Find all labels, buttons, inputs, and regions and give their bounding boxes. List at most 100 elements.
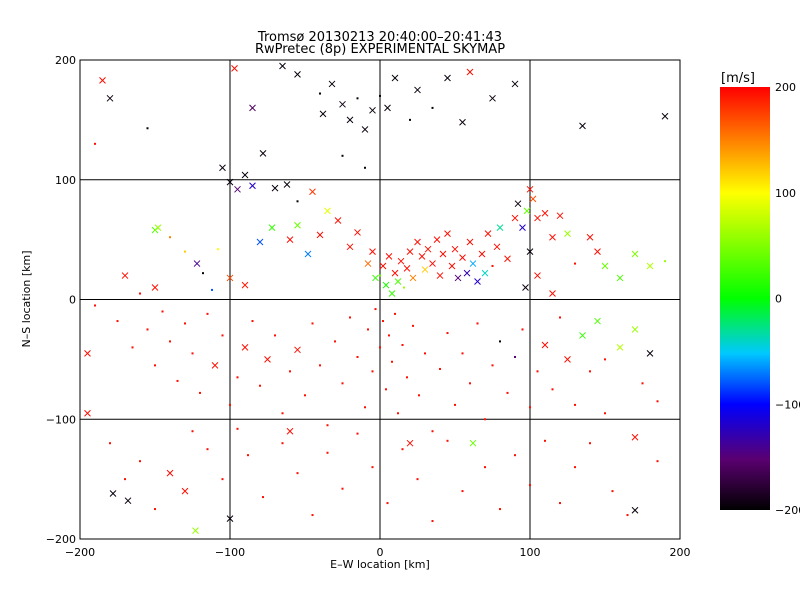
colorbar-tick-label: −100	[775, 398, 800, 411]
data-point-dot	[544, 439, 546, 442]
data-point-cross	[372, 274, 379, 282]
data-point-cross	[474, 278, 481, 285]
data-point-dot	[349, 316, 351, 319]
data-point-cross	[286, 236, 294, 243]
data-point-cross	[466, 68, 474, 76]
data-point-dot	[514, 355, 516, 358]
plot-frame	[79, 59, 681, 540]
data-point-cross	[369, 106, 376, 114]
data-point-cross	[364, 260, 372, 267]
data-point-dot	[484, 418, 486, 421]
data-point-dot	[379, 274, 381, 277]
data-point-cross	[616, 344, 624, 351]
data-point-cross	[354, 229, 361, 236]
data-point-dot	[514, 454, 516, 457]
data-point-dot	[154, 508, 156, 511]
data-point-cross	[444, 74, 451, 82]
data-point-dot	[356, 355, 359, 358]
data-point-dot	[424, 352, 426, 355]
data-point-dot	[109, 442, 111, 445]
data-point-cross	[249, 182, 256, 190]
data-point-dot	[259, 384, 261, 387]
data-point-dot	[191, 352, 194, 355]
data-point-cross	[385, 253, 393, 260]
data-point-dot	[206, 448, 209, 451]
data-point-dot	[416, 478, 419, 481]
data-point-cross	[579, 332, 586, 339]
data-point-cross	[406, 248, 414, 255]
data-point-dot	[386, 502, 389, 505]
colorbar-label: [m/s]	[721, 71, 755, 86]
data-point-dot	[154, 364, 156, 367]
data-point-cross	[259, 150, 267, 157]
data-point-dot	[281, 442, 284, 445]
data-point-dot	[491, 364, 494, 367]
data-point-dot	[367, 328, 369, 331]
data-point-cross	[466, 238, 474, 246]
data-point-cross	[433, 236, 441, 243]
data-point-dot	[139, 292, 141, 295]
data-point-dot	[641, 382, 644, 385]
data-point-dot	[394, 312, 396, 315]
data-point-cross	[631, 326, 639, 333]
data-point-cross	[388, 290, 396, 297]
data-point-cross	[334, 217, 342, 224]
data-point-cross	[522, 284, 529, 291]
y-tick-label: 100	[55, 174, 76, 187]
data-point-dot	[403, 286, 405, 289]
data-point-dot	[406, 376, 408, 379]
data-point-cross	[256, 238, 264, 246]
data-point-dot	[374, 308, 377, 311]
data-point-dot	[247, 454, 249, 457]
chart-subtitle: RwPretec (8p) EXPERIMENTAL SKYMAP	[255, 42, 505, 57]
data-point-cross	[384, 104, 391, 112]
data-point-dot	[146, 127, 149, 130]
data-point-cross	[192, 527, 199, 534]
data-point-cross	[109, 490, 117, 497]
data-point-cross	[586, 233, 594, 241]
data-point-cross	[493, 243, 501, 251]
data-point-dot	[431, 106, 434, 109]
data-point-cross	[631, 506, 639, 514]
data-point-dot	[397, 412, 399, 415]
data-point-cross	[346, 243, 354, 251]
data-point-dot	[262, 496, 264, 499]
data-point-cross	[226, 178, 234, 186]
data-point-dot	[191, 430, 194, 433]
x-tick-label: 100	[520, 546, 541, 559]
data-point-dot	[446, 332, 449, 335]
data-point-cross	[478, 250, 486, 258]
data-point-cross	[409, 274, 417, 282]
data-point-dot	[574, 466, 576, 469]
data-point-dot	[529, 406, 531, 409]
data-point-dot	[574, 262, 576, 265]
data-point-dot	[574, 403, 576, 406]
data-point-cross	[99, 77, 106, 84]
data-point-dot	[431, 520, 434, 523]
data-point-cross	[448, 262, 456, 270]
data-point-dot	[431, 430, 434, 433]
data-point-cross	[84, 350, 91, 357]
data-point-cross	[541, 341, 549, 349]
data-point-dot	[656, 460, 659, 463]
data-point-dot	[656, 400, 659, 403]
data-point-dot	[304, 394, 306, 397]
data-point-cross	[283, 181, 291, 188]
data-point-cross	[484, 230, 492, 237]
data-point-cross	[631, 250, 639, 258]
data-point-dot	[161, 310, 164, 313]
data-point-dot	[371, 466, 374, 469]
data-point-cross	[403, 265, 411, 272]
data-point-dot	[664, 260, 666, 263]
data-point-dot	[382, 320, 384, 323]
data-point-cross	[294, 221, 301, 229]
data-point-dot	[611, 490, 614, 493]
data-point-dot	[202, 272, 204, 275]
data-point-dot	[589, 442, 591, 445]
data-point-dot	[356, 97, 359, 100]
colorbar-tick-label: 0	[775, 293, 782, 306]
data-point-dot	[401, 448, 404, 451]
data-point-cross	[231, 65, 238, 72]
